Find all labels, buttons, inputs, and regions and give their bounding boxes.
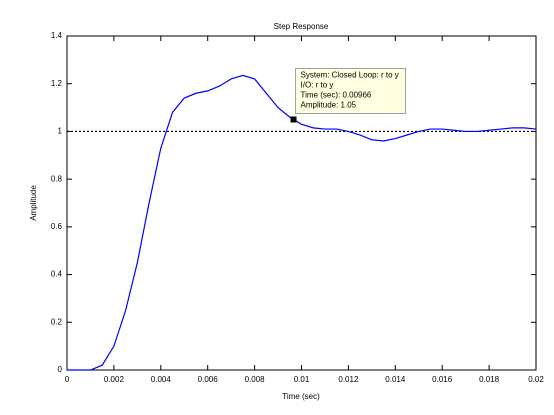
datatip-box bbox=[295, 68, 407, 114]
x-tick-label: 0.012 bbox=[338, 375, 359, 384]
x-tick-label: 0.018 bbox=[479, 375, 500, 384]
datatip-line: I/O: r to y bbox=[301, 81, 334, 90]
y-tick-label: 0.6 bbox=[51, 222, 63, 231]
x-tick-label: 0.008 bbox=[245, 375, 266, 384]
datatip-marker bbox=[290, 116, 297, 123]
x-tick-label: 0.01 bbox=[294, 375, 310, 384]
datatip-line: Amplitude: 1.05 bbox=[301, 101, 357, 110]
y-axis-label: Amplitude bbox=[29, 185, 38, 221]
x-tick-label: 0.014 bbox=[385, 375, 406, 384]
datatip-line: System: Closed Loop: r to y bbox=[301, 71, 399, 80]
y-tick-label: 1 bbox=[58, 127, 63, 136]
x-axis-label: Time (sec) bbox=[282, 392, 320, 401]
x-tick-label: 0.02 bbox=[528, 375, 544, 384]
y-tick-label: 0 bbox=[58, 365, 63, 374]
y-tick-label: 0.8 bbox=[51, 174, 63, 183]
datatip-line: Time (sec): 0.00966 bbox=[301, 91, 372, 100]
response-line bbox=[67, 74, 537, 371]
y-tick-label: 0.4 bbox=[51, 270, 63, 279]
x-tick-label: 0 bbox=[65, 375, 70, 384]
x-tick-label: 0.002 bbox=[104, 375, 125, 384]
y-tick-label: 0.2 bbox=[51, 317, 63, 326]
x-tick-label: 0.004 bbox=[151, 375, 172, 384]
y-tick-label: 1.2 bbox=[51, 79, 63, 88]
x-tick-label: 0.016 bbox=[432, 375, 453, 384]
chart-title: Step Response bbox=[274, 22, 329, 31]
x-tick-label: 0.006 bbox=[198, 375, 219, 384]
y-tick-label: 1.4 bbox=[51, 31, 63, 40]
